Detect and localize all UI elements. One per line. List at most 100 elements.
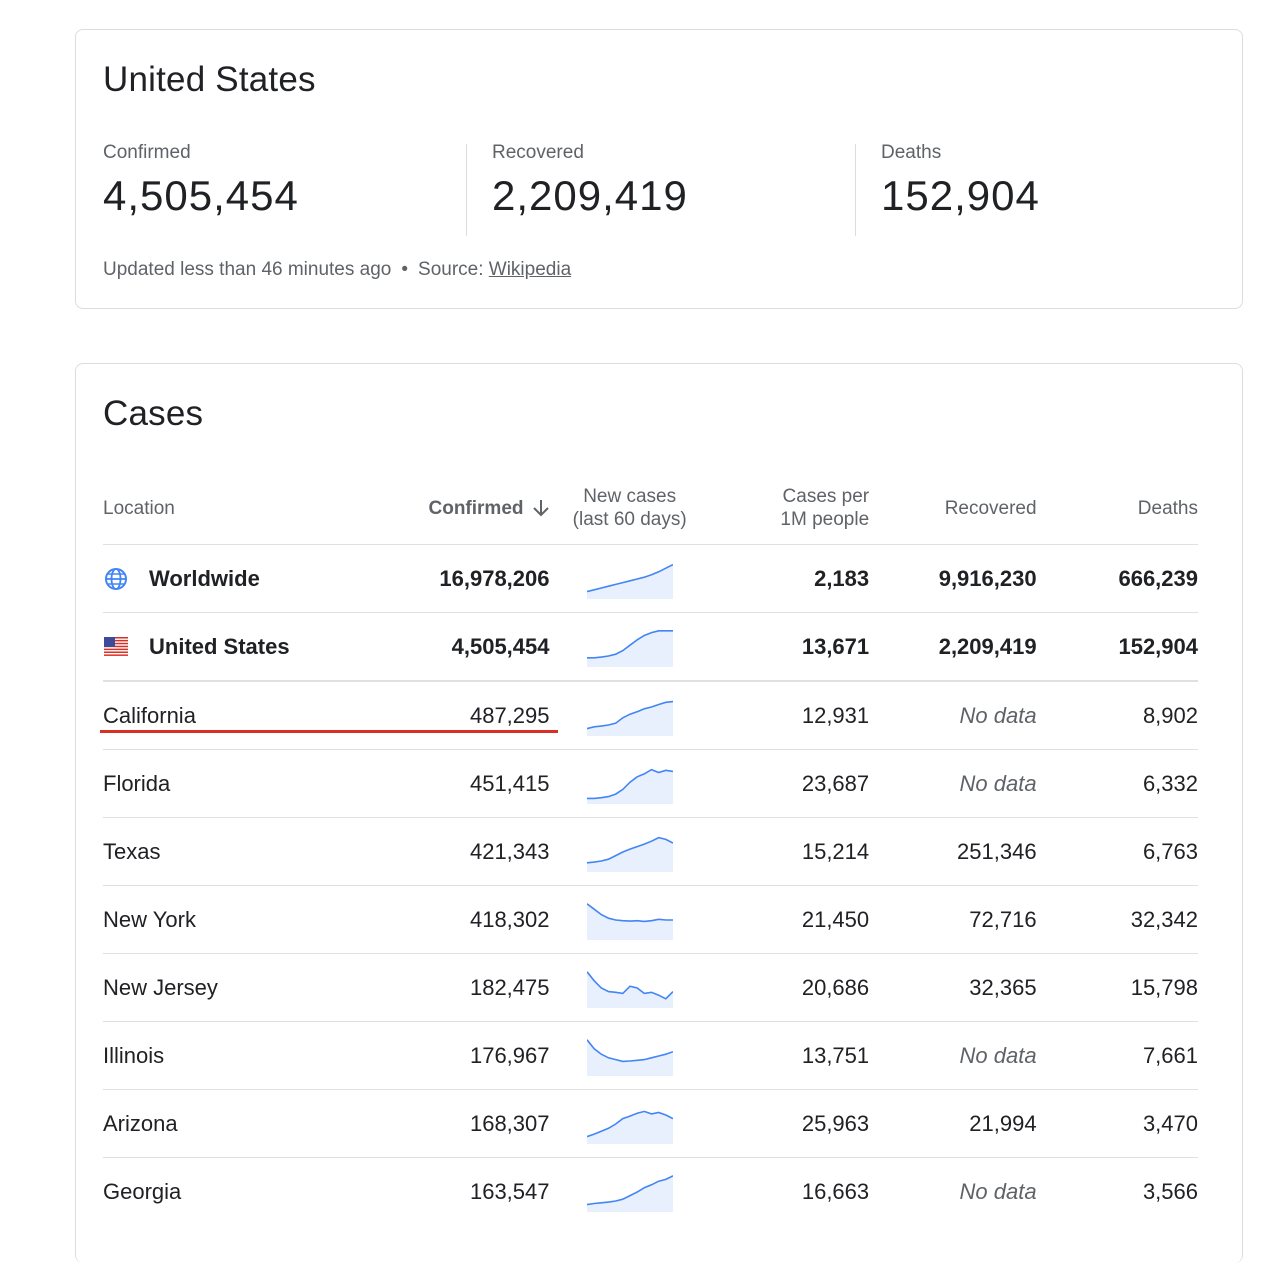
globe-icon <box>105 568 127 591</box>
sparkline-chart <box>586 1110 673 1144</box>
stat-divider <box>855 144 856 236</box>
cell-deaths: 152,904 <box>1036 612 1198 682</box>
location-name: Worldwide <box>149 566 260 592</box>
table-row[interactable]: Arizona 168,307 25,963 21,994 3,470 <box>103 1089 1198 1158</box>
cell-location: New Jersey <box>103 953 408 1022</box>
cell-location: United States <box>103 612 408 682</box>
header-per-million-line1: Cases per <box>782 486 870 507</box>
updated-line: Updated less than 46 minutes ago • Source:… <box>103 259 571 281</box>
sparkline-chart <box>586 836 673 872</box>
cell-new-cases <box>549 885 710 954</box>
sparkline-line <box>586 902 673 922</box>
cell-location: Florida <box>103 749 408 818</box>
sparkline-chart <box>586 970 673 1008</box>
recovered-stat: Recovered 2,209,419 <box>492 142 688 236</box>
location-name: Illinois <box>103 1043 165 1069</box>
cases-table: Location Confirmed New cases (last 60 da… <box>103 472 1198 1225</box>
cell-confirmed: 418,302 <box>407 885 550 954</box>
cell-deaths: 666,239 <box>1036 544 1198 613</box>
source-label: Source: <box>418 259 484 280</box>
location-name: United States <box>149 634 290 660</box>
location-name: New Jersey <box>103 975 218 1001</box>
cell-deaths: 7,661 <box>1036 1021 1198 1090</box>
sparkline-line <box>586 768 673 799</box>
cell-confirmed: 176,967 <box>407 1021 550 1090</box>
table-row[interactable]: New Jersey 182,475 20,686 32,365 15,798 <box>103 953 1198 1022</box>
table-row[interactable]: Florida 451,415 23,687 No data 6,332 <box>103 749 1198 818</box>
header-cases-per-million[interactable]: Cases per 1M people <box>710 472 869 545</box>
cell-confirmed: 16,978,206 <box>407 544 550 613</box>
sparkline-area <box>586 1110 673 1144</box>
sparkline-line <box>586 629 673 659</box>
summary-card: United States Confirmed 4,505,454 Recove… <box>75 29 1243 309</box>
cell-deaths: 32,342 <box>1036 885 1198 954</box>
cell-recovered: 21,994 <box>869 1089 1037 1158</box>
cases-title: Cases <box>103 394 204 433</box>
cell-cases-per-million: 20,686 <box>709 953 870 1022</box>
recovered-label: Recovered <box>492 142 584 163</box>
cell-deaths: 3,566 <box>1036 1157 1198 1225</box>
updated-text: Updated less than 46 minutes ago <box>103 259 392 280</box>
cell-new-cases <box>549 1021 710 1090</box>
table-row[interactable]: Texas 421,343 15,214 251,346 6,763 <box>103 817 1198 886</box>
cell-recovered: No data <box>869 749 1037 818</box>
cell-confirmed: 168,307 <box>407 1089 550 1158</box>
confirmed-value: 4,505,454 <box>103 172 299 219</box>
cell-new-cases <box>549 1157 710 1225</box>
header-per-million-line2: 1M people <box>780 509 870 530</box>
sparkline-line <box>586 1038 673 1062</box>
cell-recovered: 32,365 <box>869 953 1037 1022</box>
sparkline-chart <box>586 700 673 736</box>
cell-cases-per-million: 21,450 <box>709 885 870 954</box>
cell-new-cases <box>549 680 710 750</box>
header-location[interactable]: Location <box>103 497 175 519</box>
header-recovered[interactable]: Recovered <box>944 497 1037 519</box>
header-deaths[interactable]: Deaths <box>1137 497 1198 519</box>
cell-cases-per-million: 12,931 <box>709 680 870 750</box>
cell-recovered: 2,209,419 <box>869 612 1037 682</box>
table-row[interactable]: Georgia 163,547 16,663 No data 3,566 <box>103 1157 1198 1225</box>
header-confirmed[interactable]: Confirmed <box>407 472 549 545</box>
cell-confirmed: 421,343 <box>407 817 550 886</box>
table-header-row: Location Confirmed New cases (last 60 da… <box>103 472 1198 545</box>
table-row[interactable]: Illinois 176,967 13,751 No data 7,661 <box>103 1021 1198 1090</box>
cell-cases-per-million: 2,183 <box>709 544 870 613</box>
cell-confirmed: 182,475 <box>407 953 550 1022</box>
source-link[interactable]: Wikipedia <box>488 259 572 280</box>
cell-confirmed: 163,547 <box>407 1157 550 1225</box>
recovered-value: 2,209,419 <box>492 172 688 219</box>
cell-location: New York <box>103 885 408 954</box>
cell-new-cases <box>549 544 710 613</box>
table-row[interactable]: United States 4,505,454 13,671 2,209,419 152… <box>103 612 1198 682</box>
sparkline-line <box>586 1110 673 1137</box>
header-new-cases-line1: New cases <box>583 486 677 507</box>
cell-new-cases <box>549 749 710 818</box>
cell-new-cases <box>549 1089 710 1158</box>
table-row[interactable]: Worldwide 16,978,206 2,183 9,916,230 666,239 <box>103 544 1198 613</box>
cell-cases-per-million: 25,963 <box>709 1089 870 1158</box>
table-row[interactable]: New York 418,302 21,450 72,716 32,342 <box>103 885 1198 954</box>
header-new-cases[interactable]: New cases (last 60 days) <box>550 472 710 545</box>
cell-deaths: 3,470 <box>1036 1089 1198 1158</box>
sparkline-area <box>586 564 673 599</box>
table-row[interactable]: California 487,295 12,931 No data 8,902 <box>103 680 1198 750</box>
cell-location: Texas <box>103 817 408 886</box>
cell-new-cases <box>549 612 710 682</box>
cell-cases-per-million: 15,214 <box>709 817 870 886</box>
sparkline-line <box>586 970 673 1000</box>
cell-cases-per-million: 16,663 <box>709 1157 870 1225</box>
sparkline-area <box>586 971 673 1008</box>
cell-cases-per-million: 13,671 <box>709 612 870 682</box>
cell-confirmed: 487,295 <box>407 680 550 750</box>
location-name: Arizona <box>103 1111 178 1137</box>
cell-recovered: No data <box>869 1021 1037 1090</box>
sparkline-area <box>586 701 673 736</box>
deaths-value: 152,904 <box>881 172 1040 219</box>
sparkline-area <box>586 630 673 667</box>
cell-location: Georgia <box>103 1157 408 1225</box>
sparkline-chart <box>586 563 673 599</box>
cell-location: Illinois <box>103 1021 408 1090</box>
cell-deaths: 8,902 <box>1036 680 1198 750</box>
location-name: Florida <box>103 771 171 797</box>
sparkline-line <box>586 700 673 729</box>
